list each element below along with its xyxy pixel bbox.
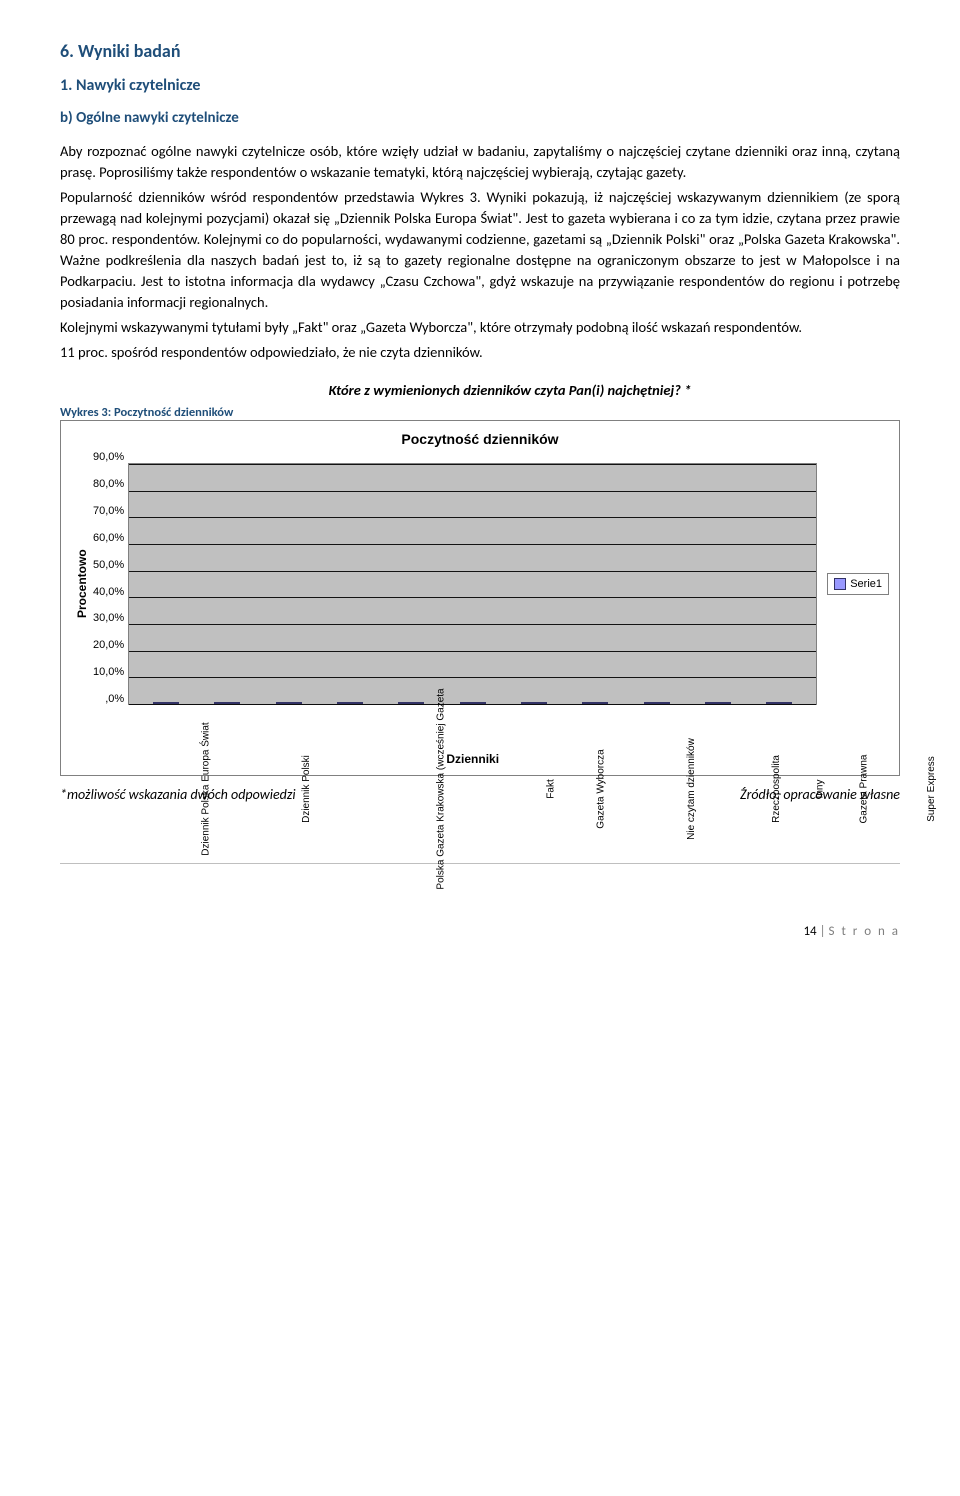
- chart-ylabel: Procentowo: [71, 463, 93, 705]
- chart-container: Poczytność dzienników Procentowo 90,0%80…: [60, 420, 900, 776]
- chart-plot-area: Dzienniki: [128, 463, 817, 705]
- chart-footnote-left: *możliwość wskazania dwóch odpowiedzi: [60, 786, 296, 803]
- page-footer: 14 | S t r o n a: [60, 924, 900, 939]
- footer-rule: [60, 863, 900, 864]
- chart-legend: Serie1: [827, 573, 889, 595]
- subsection-heading: 1. Nawyki czytelnicze: [60, 76, 900, 95]
- page-number: 14: [803, 924, 816, 939]
- body-paragraph: Popularność dzienników wśród respondentó…: [60, 187, 900, 313]
- body-paragraph: Kolejnymi wskazywanymi tytułami były „Fa…: [60, 317, 900, 338]
- body-paragraph: Aby rozpoznać ogólne nawyki czytelnicze …: [60, 141, 900, 183]
- legend-label: Serie1: [850, 578, 882, 590]
- chart-xlabel: Dzienniki: [129, 752, 816, 766]
- chart-caption: Wykres 3: Poczytność dzienników: [60, 405, 900, 420]
- chart-question: Które z wymienionych dzienników czyta Pa…: [60, 381, 900, 399]
- chart-title: Poczytność dzienników: [71, 431, 889, 447]
- body-paragraph: 11 proc. spośród respondentów odpowiedzi…: [60, 342, 900, 363]
- chart-yticks: 90,0%80,0%70,0%60,0%50,0%40,0%30,0%20,0%…: [93, 463, 128, 705]
- subsubsection-heading: b) Ogólne nawyki czytelnicze: [60, 109, 900, 127]
- chart-bars: [129, 464, 816, 704]
- page-label: S t r o n a: [829, 924, 900, 939]
- section-heading: 6. Wyniki badań: [60, 40, 900, 62]
- legend-swatch: [834, 578, 846, 590]
